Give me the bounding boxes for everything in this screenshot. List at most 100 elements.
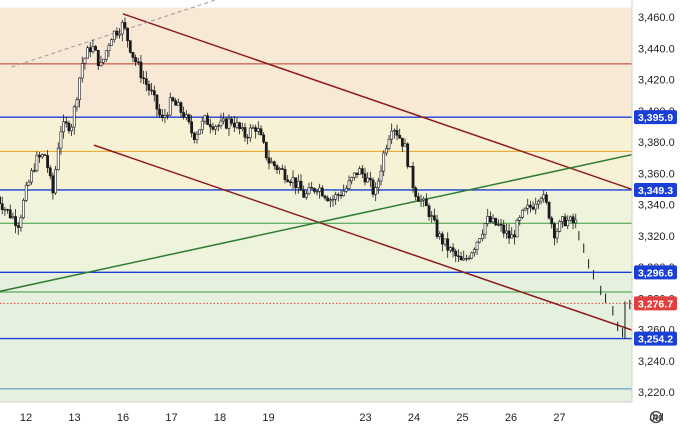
candlesticks <box>0 17 638 339</box>
candle-107 <box>280 164 284 171</box>
price-badge[interactable]: 3,254.2 <box>634 331 677 346</box>
candle-86 <box>224 117 228 130</box>
candle-76 <box>198 129 202 135</box>
candle-93 <box>243 123 247 142</box>
candle-82 <box>214 124 218 135</box>
candle-26 <box>64 116 68 128</box>
price-badge[interactable]: 3,296.6 <box>634 265 677 280</box>
price-badge[interactable]: 3,395.9 <box>634 110 677 125</box>
candle-178 <box>470 251 474 260</box>
x-tick-label: 23 <box>359 412 371 424</box>
candle-17 <box>40 153 44 159</box>
candle-29 <box>72 104 76 135</box>
candle-206 <box>545 192 548 205</box>
candle-91 <box>238 121 242 135</box>
candle-122 <box>320 185 324 197</box>
horizontal-levels <box>0 63 632 390</box>
candle-163 <box>430 211 434 223</box>
candle-135 <box>355 172 359 179</box>
candle-132 <box>347 175 351 191</box>
candle-110 <box>288 179 292 187</box>
trend-line-1[interactable] <box>93 144 677 346</box>
candle-161 <box>424 193 428 207</box>
trend-line-2[interactable] <box>0 144 677 293</box>
candle-38 <box>96 49 100 70</box>
candle-185 <box>488 211 492 224</box>
candle-193 <box>510 227 514 239</box>
candle-72 <box>187 113 191 125</box>
candle-52 <box>134 54 138 67</box>
candle-141 <box>371 177 375 198</box>
candle-19 <box>46 150 49 173</box>
candle-209 <box>553 222 556 246</box>
candle-18 <box>43 153 47 156</box>
candle-28 <box>70 123 73 137</box>
candle-59 <box>152 85 156 102</box>
candle-138 <box>363 167 367 186</box>
candle-42 <box>107 43 111 57</box>
candle-67 <box>174 98 178 106</box>
candle-151 <box>398 128 402 139</box>
candle-61 <box>158 104 162 119</box>
candle-104 <box>272 160 276 170</box>
candle-3 <box>3 207 7 216</box>
candle-22 <box>54 166 57 196</box>
trend-line-0[interactable] <box>122 13 677 206</box>
candle-68 <box>176 98 180 106</box>
y-tick-label: 3,360.0 <box>638 168 675 180</box>
candle-183 <box>483 222 487 239</box>
candle-105 <box>275 163 279 174</box>
y-axis[interactable]: 3,220.03,240.03,260.03,280.03,300.03,320… <box>631 0 680 430</box>
candle-213 <box>563 213 567 227</box>
price-badge[interactable]: 3,276.7 <box>634 296 677 311</box>
candle-98 <box>256 121 260 135</box>
candle-35 <box>88 42 92 58</box>
y-tick-label: 3,340.0 <box>638 200 675 212</box>
settings-gear-icon[interactable] <box>649 410 663 424</box>
candle-44 <box>112 30 116 43</box>
x-axis[interactable]: 12 13 16 17 18 19 23 24 25 26 27 Jul <box>0 401 680 430</box>
candle-124 <box>326 195 330 202</box>
candle-14 <box>32 163 36 173</box>
candle-136 <box>358 166 362 176</box>
candle-192 <box>507 224 511 244</box>
y-tick-label: 3,240.0 <box>638 356 675 368</box>
y-tick-label: 3,380.0 <box>638 137 675 149</box>
candle-201 <box>531 201 535 211</box>
candle-190 <box>502 219 506 238</box>
price-badge-label: 3,395.9 <box>638 112 673 124</box>
y-tick-label: 3,220.0 <box>638 387 675 399</box>
x-tick-label: 27 <box>553 412 565 424</box>
candle-170 <box>448 245 452 253</box>
candle-70 <box>182 106 186 120</box>
candle-47 <box>120 19 124 42</box>
candle-118 <box>310 181 314 189</box>
price-badge-label: 3,276.7 <box>638 298 673 310</box>
x-tick-label: 24 <box>408 412 420 424</box>
candle-142 <box>374 182 378 202</box>
candle-121 <box>318 183 322 199</box>
candle-66 <box>171 96 175 103</box>
candle-114 <box>299 174 303 191</box>
candle-202 <box>534 197 538 215</box>
candle-25 <box>62 114 65 139</box>
x-axis-background <box>0 402 680 430</box>
candle-215 <box>569 215 572 222</box>
candle-144 <box>379 164 383 186</box>
price-badge[interactable]: 3,349.3 <box>634 182 677 197</box>
candle-140 <box>368 171 372 188</box>
candle-174 <box>459 251 463 261</box>
candle-216 <box>571 213 575 230</box>
x-tick-label: 13 <box>68 412 80 424</box>
candle-180 <box>475 241 479 256</box>
candle-49 <box>126 27 130 48</box>
candle-65 <box>168 92 172 117</box>
candle-200 <box>528 200 532 213</box>
candle-84 <box>219 113 223 129</box>
candle-208 <box>550 216 554 229</box>
price-badge-label: 3,349.3 <box>638 185 673 197</box>
x-tick-label: 25 <box>456 412 468 424</box>
candle-153 <box>403 138 407 147</box>
candle-1 <box>0 196 1 205</box>
